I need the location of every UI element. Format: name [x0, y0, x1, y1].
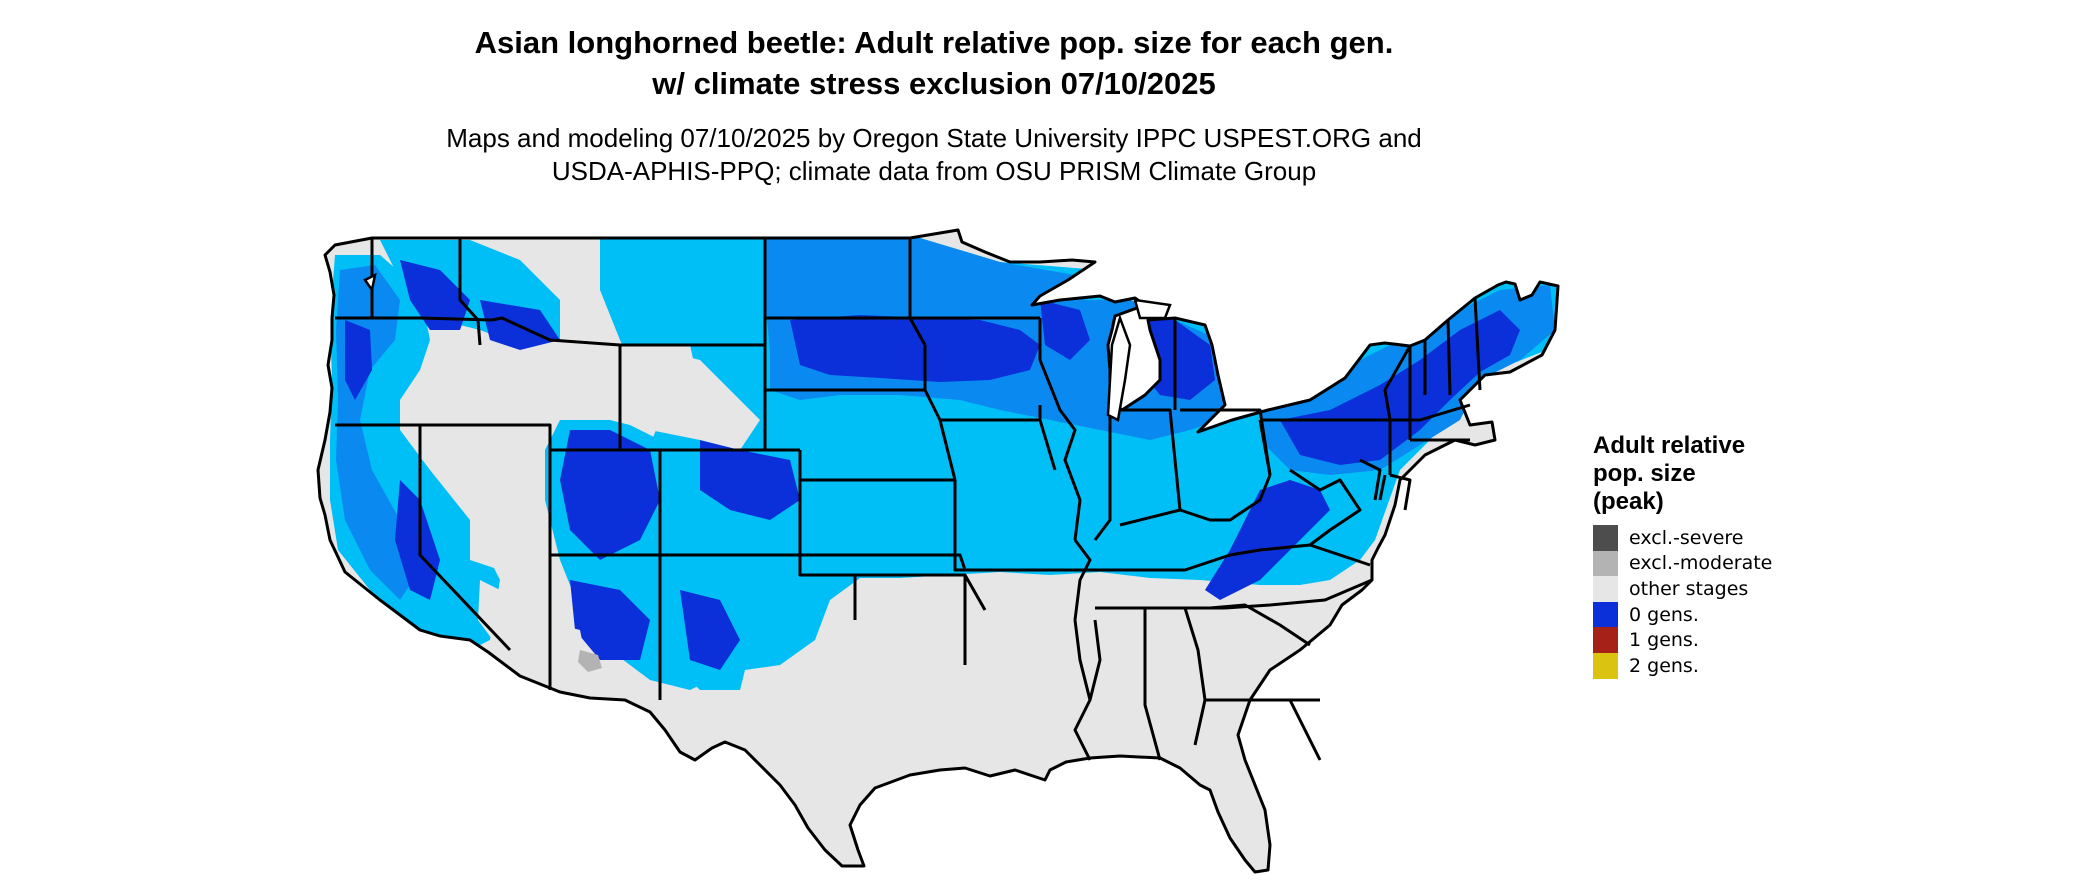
legend-title: Adult relative pop. size (peak)	[1593, 432, 1746, 515]
legend: Adult relative pop. size (peak) excl.-se…	[1593, 432, 1772, 679]
legend-items: excl.-severe excl.-moderate other stages…	[1593, 525, 1772, 679]
legend-swatch	[1593, 550, 1618, 577]
legend-swatch	[1593, 576, 1618, 602]
map-subtitle: Maps and modeling 07/10/2025 by Oregon S…	[446, 123, 1422, 186]
legend-item-excl-severe: excl.-severe	[1593, 525, 1772, 551]
legend-item-other-stages: other stages	[1593, 576, 1772, 602]
legend-label: 0 gens.	[1629, 603, 1699, 626]
great-lakes	[363, 272, 1172, 422]
legend-item-0-gens: 0 gens.	[1593, 601, 1772, 628]
legend-swatch	[1593, 627, 1618, 653]
legend-item-1-gens: 1 gens.	[1593, 627, 1772, 653]
legend-swatch	[1593, 601, 1618, 628]
legend-swatch	[1593, 525, 1618, 551]
legend-item-2-gens: 2 gens.	[1593, 652, 1772, 679]
legend-label: other stages	[1629, 577, 1749, 600]
legend-label: excl.-moderate	[1629, 552, 1773, 575]
legend-swatch	[1593, 652, 1618, 679]
map-title: Asian longhorned beetle: Adult relative …	[474, 25, 1394, 101]
legend-label: excl.-severe	[1629, 526, 1744, 549]
legend-label: 1 gens.	[1629, 629, 1699, 652]
legend-label: 2 gens.	[1629, 654, 1699, 677]
legend-item-excl-moderate: excl.-moderate	[1593, 550, 1773, 577]
